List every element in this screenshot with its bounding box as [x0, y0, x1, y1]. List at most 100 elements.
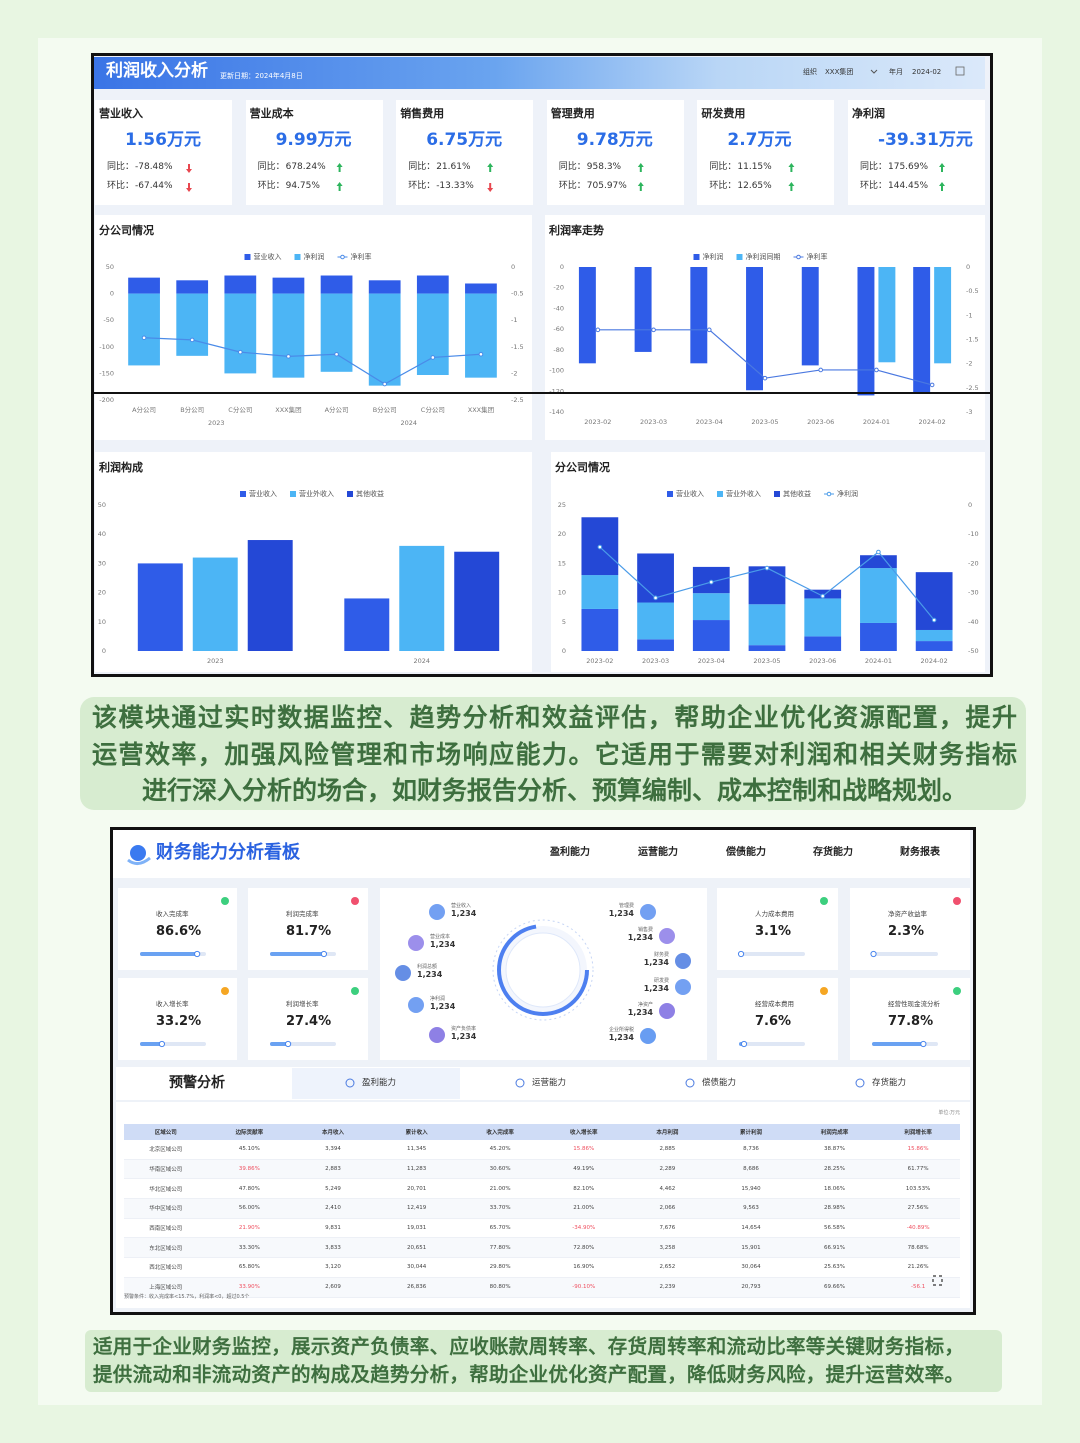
kpi-value: 2.7万元 [727, 130, 792, 150]
kpi-card [245, 100, 383, 205]
kpi-name: 营业收入 [99, 107, 143, 120]
item-label: 营业收入 [451, 903, 472, 909]
kpi-mom: 144.45% [888, 181, 929, 191]
warning-table: 区域公司 边际贡献率 本月收入 累计收入 收入完成率 收入增长率 本月利润 累计利润 利润完成率… [124, 1124, 960, 1298]
caption-box [85, 1330, 1002, 1392]
table-cell: 30,064 [709, 1257, 793, 1278]
table-cell: 15.86% [541, 1140, 626, 1160]
table-cell: 21.00% [458, 1178, 542, 1200]
center-budget: 1,234,567 [517, 954, 569, 964]
table-header: 本月利润 [625, 1124, 710, 1140]
table-cell: 56.00% [207, 1198, 292, 1219]
kpi-name: 销售费用 [400, 107, 445, 120]
kpi-name: 营业成本 [249, 107, 294, 120]
table-cell: 33.90% [207, 1277, 292, 1298]
filter-value: XXX集团 [825, 68, 854, 76]
kpi-card [396, 100, 534, 205]
chart-title: 分公司情况 [99, 224, 154, 237]
dashboard-title: 财务能力分析看板 [156, 842, 300, 863]
kpi-mom-label: 环比： [107, 181, 135, 191]
kpi-value: 81.7% [286, 924, 332, 939]
kpi-value: 2.3% [888, 924, 925, 939]
table-cell: 82.10% [541, 1178, 626, 1200]
kpi-value: 9.99万元 [275, 130, 352, 150]
header-bar [113, 830, 970, 878]
kpi-name: 利润完成率 [286, 910, 319, 918]
table-cell: 8,686 [709, 1159, 793, 1180]
kpi-yoy-label: 同比： [408, 162, 436, 172]
kpi-mom-label: 环比： [860, 181, 888, 191]
item-label: 净资产 [637, 1002, 653, 1008]
kpi-value: -39.31万元 [878, 130, 973, 150]
kpi-name: 利润增长率 [286, 1000, 319, 1008]
table-cell: 69.66% [792, 1277, 877, 1298]
table-header: 累计利润 [709, 1124, 793, 1140]
table-cell: 21.26% [876, 1257, 960, 1278]
table-cell: 华北区域公司 [124, 1178, 208, 1200]
nav-tab: 财务报表 [900, 847, 940, 858]
table-cell: 15,940 [709, 1178, 793, 1200]
chart-panel [545, 215, 985, 440]
table-cell: 15,901 [709, 1237, 793, 1259]
table-cell: 东北区域公司 [124, 1237, 208, 1259]
table-cell: 3,833 [291, 1237, 375, 1259]
item-label: 研发费 [653, 978, 669, 984]
table-cell: 80.80% [458, 1277, 542, 1298]
table-cell: 11,283 [374, 1159, 459, 1180]
caption-line: 运营效率，加强风险管理和市场响应能力。它适用于需要对利润和相关财务指标 [92, 739, 1017, 769]
item-value: 1,234 [608, 909, 634, 918]
chart-title: 利润率走势 [549, 224, 604, 237]
table-cell: 21.00% [541, 1198, 626, 1219]
item-label: 财务费 [653, 952, 669, 958]
table-cell: -56.1 [876, 1277, 960, 1298]
kpi-mom: -67.44% [135, 181, 173, 191]
table-header: 累计收入 [374, 1124, 459, 1140]
kpi-card [848, 100, 985, 205]
kpi-value: 1.56万元 [125, 130, 201, 150]
table-cell: 12,419 [374, 1198, 459, 1219]
kpi-name: 净利润 [852, 107, 885, 120]
item-label: 利润总额 [417, 964, 438, 970]
kpi-value: 7.6% [755, 1014, 792, 1029]
item-label: 销售费 [637, 927, 653, 933]
chart-panel [95, 215, 532, 440]
table-cell: 4,462 [625, 1178, 710, 1200]
kpi-mom-label: 环比： [558, 181, 586, 191]
kpi-mom: 94.75% [285, 181, 320, 191]
table-cell: 2,410 [291, 1198, 375, 1219]
table-cell: 45.10% [207, 1140, 292, 1160]
table-cell: 3,394 [291, 1140, 375, 1160]
kpi-yoy-label: 同比： [107, 162, 135, 172]
item-label: 净利润 [430, 996, 446, 1002]
table-cell: 65.70% [458, 1218, 542, 1239]
kpi-value: 3.1% [755, 924, 792, 939]
warning-tab: 存货能力 [872, 1078, 907, 1088]
table-cell: 11,345 [374, 1140, 459, 1160]
kpi-name: 人力成本费用 [755, 910, 794, 918]
item-value: 1,234 [451, 1032, 477, 1041]
item-value: 1,234 [451, 909, 477, 918]
kpi-card [717, 888, 838, 970]
center-done-label: 年度完成 [530, 971, 556, 978]
item-value: 1,234 [430, 1002, 456, 1011]
table-cell: 61.77% [876, 1159, 960, 1180]
table-cell: 26,836 [374, 1277, 459, 1298]
unit-label: 单位:万元 [938, 1110, 960, 1116]
table-note: 预警条件：收入完成率<15.7%，利润率<0，超过0.5个 [124, 1294, 250, 1300]
table-cell: 8,736 [709, 1140, 793, 1160]
table-cell: 49.19% [541, 1159, 626, 1180]
table-cell: 20,793 [709, 1277, 793, 1298]
table-header: 利润增长率 [876, 1124, 960, 1140]
kpi-mom-label: 环比： [257, 181, 285, 191]
kpi-card [546, 100, 684, 205]
nav-tab: 存货能力 [813, 847, 853, 858]
caption-line: 适用于企业财务监控，展示资产负债率、应收账款周转率、存货周转率和流动比率等关键财… [93, 1335, 965, 1358]
table-cell: 2,289 [625, 1159, 710, 1180]
table-cell: 2,239 [625, 1277, 710, 1298]
table-cell: 北京区域公司 [124, 1140, 208, 1160]
caption-line: 提供流动和非流动资产的构成及趋势分析，帮助企业优化资产配置，降低财务风险，提升运… [93, 1363, 965, 1386]
chart-panel [551, 452, 985, 672]
table-cell: 45.20% [458, 1140, 542, 1160]
table-cell: 3,258 [625, 1237, 710, 1259]
nav-tab: 盈利能力 [550, 847, 590, 858]
